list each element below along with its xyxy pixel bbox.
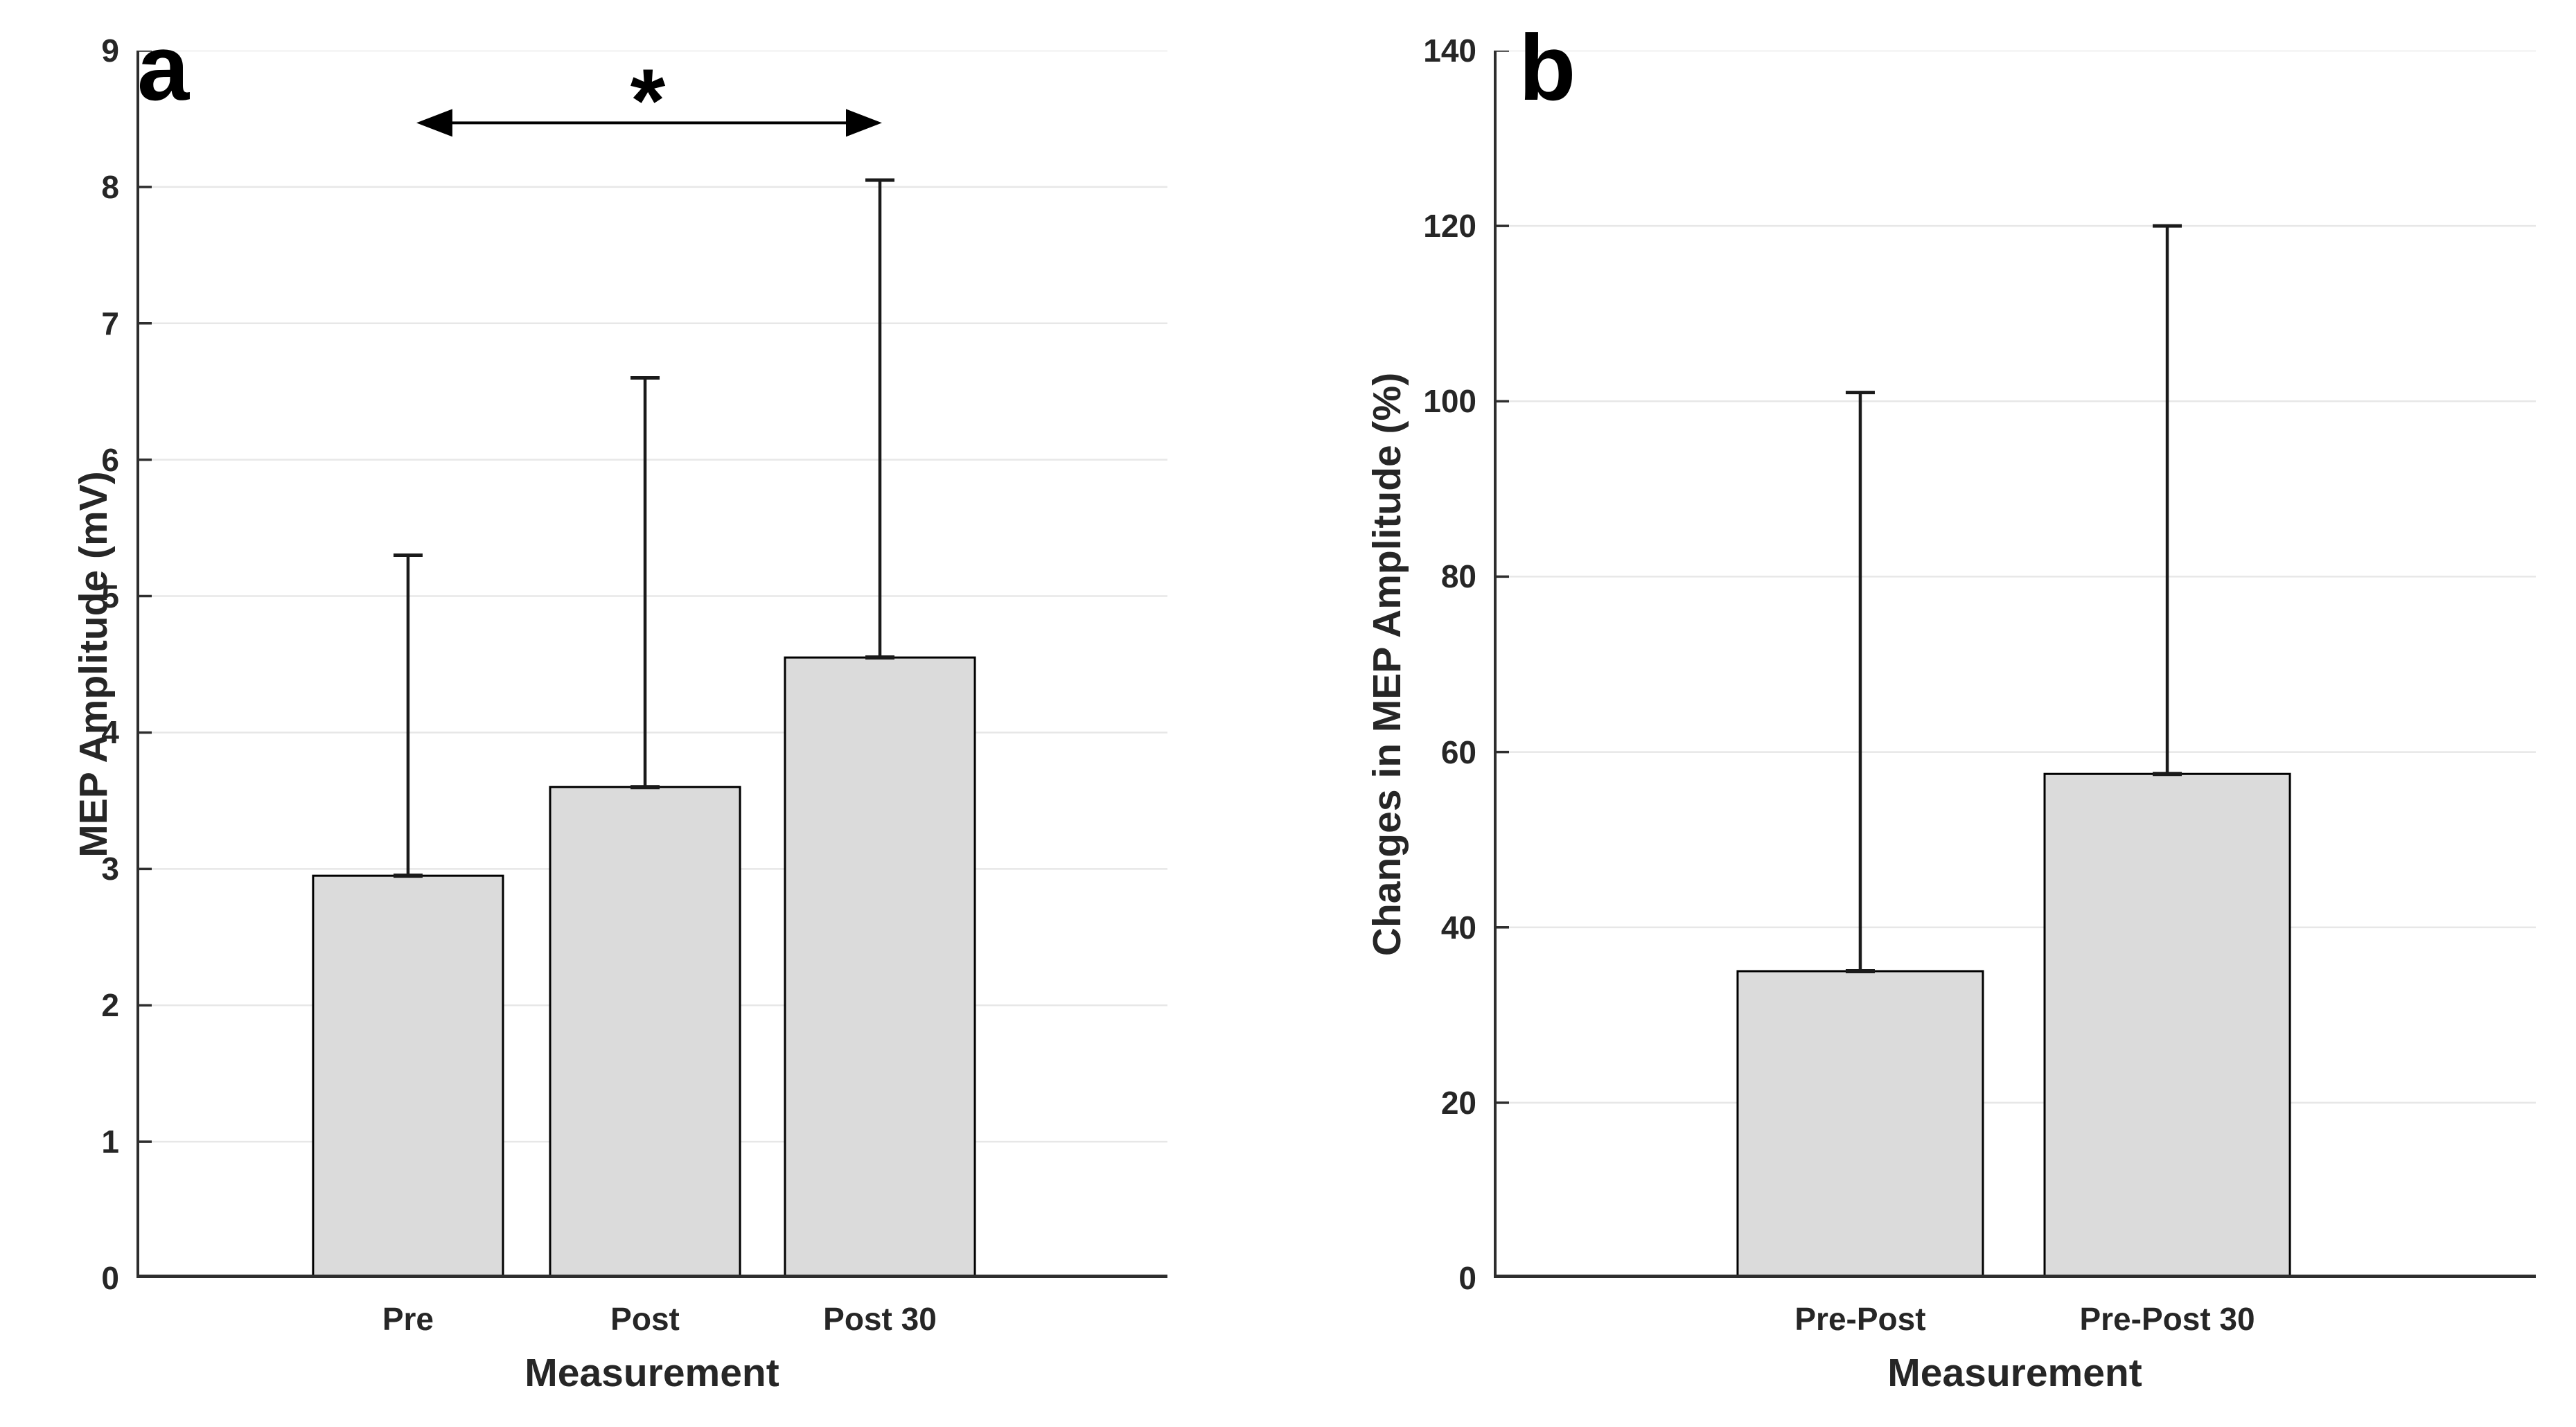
- x-tick-label: Post: [610, 1301, 680, 1337]
- y-tick-label: 120: [1423, 208, 1476, 245]
- bar-Pre-Post: [1736, 970, 1984, 1278]
- y-tick-label: 0: [1458, 1260, 1476, 1296]
- panel-b-letter: b: [1519, 15, 1576, 120]
- x-tick-label: Post 30: [823, 1301, 937, 1337]
- panel-b-plot-area: [1494, 51, 2536, 1278]
- panel-a-letter: a: [137, 15, 190, 120]
- arrowhead-right: [845, 109, 882, 137]
- y-tick-label: 3: [101, 851, 119, 887]
- panel-a-x-axis-title: Measurement: [524, 1351, 779, 1395]
- y-tick-label: 5: [101, 578, 119, 614]
- y-tick-label: 40: [1440, 909, 1476, 946]
- panel-a-plot-area: [136, 51, 1167, 1278]
- y-tick-label: 80: [1440, 558, 1476, 595]
- bar-Pre-Post 30: [2043, 772, 2291, 1278]
- significance-asterisk: *: [630, 50, 666, 151]
- y-tick-label: 0: [101, 1260, 119, 1296]
- y-tick-label: 20: [1440, 1084, 1476, 1121]
- y-tick-label: 7: [101, 305, 119, 342]
- y-tick-label: 60: [1440, 734, 1476, 770]
- x-tick-label: Pre-Post 30: [2079, 1301, 2255, 1337]
- bar-Pre: [312, 874, 504, 1278]
- y-tick-label: 1: [101, 1124, 119, 1160]
- y-tick-label: 100: [1423, 383, 1476, 420]
- y-tick-label: 6: [101, 441, 119, 478]
- x-tick-label: Pre-Post: [1794, 1301, 1926, 1337]
- y-tick-label: 2: [101, 987, 119, 1024]
- x-tick-label: Pre: [382, 1301, 434, 1337]
- bar-Post 30: [784, 656, 976, 1278]
- panel-b-x-axis-title: Measurement: [1887, 1351, 2142, 1395]
- panel-b-y-axis-title: Changes in MEP Amplitude (%): [1365, 372, 1409, 957]
- y-tick-label: 8: [101, 168, 119, 205]
- arrowhead-left: [416, 109, 452, 137]
- y-tick-label: 4: [101, 714, 119, 751]
- y-tick-label: 9: [101, 33, 119, 69]
- y-tick-label: 140: [1423, 33, 1476, 69]
- bar-Post: [549, 786, 741, 1278]
